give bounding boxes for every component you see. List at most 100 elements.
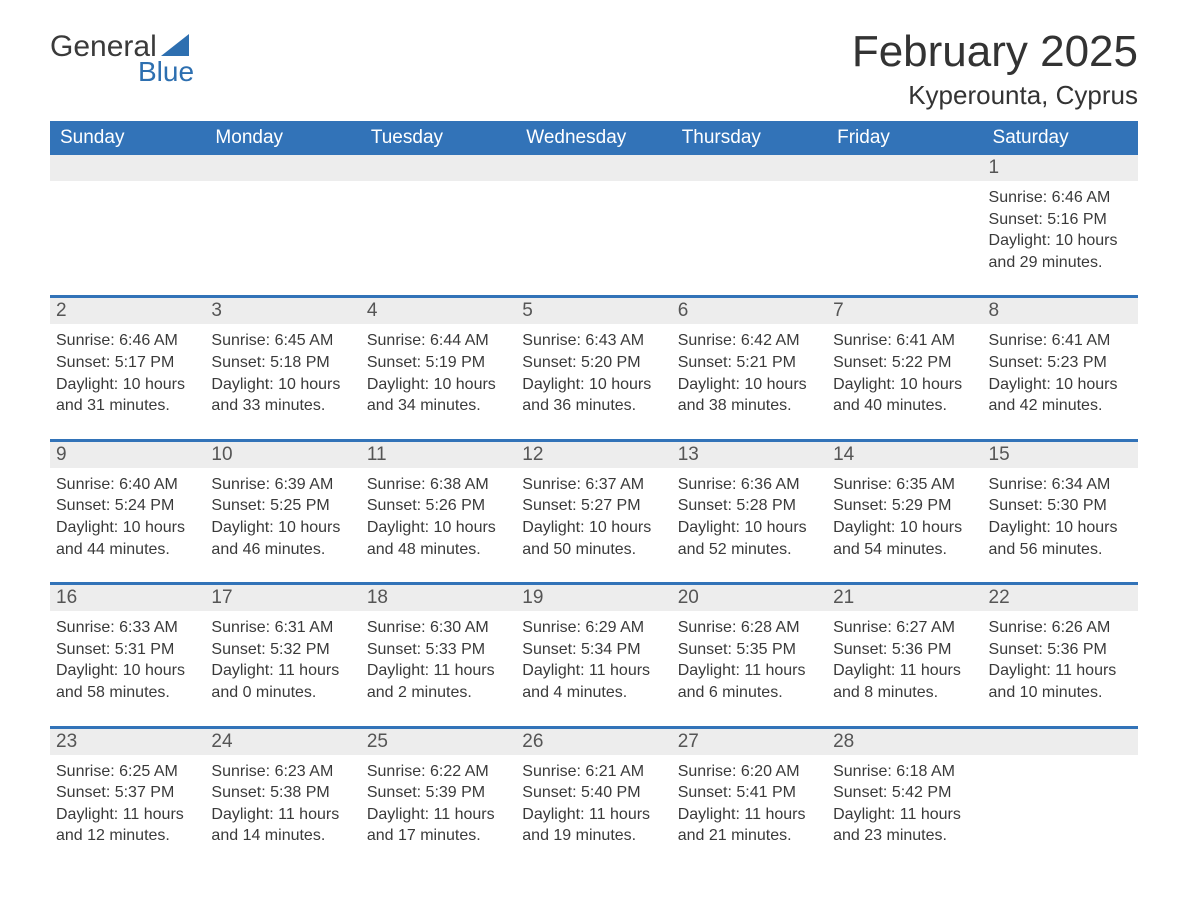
dow-cell: Wednesday: [516, 121, 671, 155]
day-detail: Sunrise: 6:20 AMSunset: 5:41 PMDaylight:…: [676, 761, 823, 847]
day-number: 24: [205, 729, 360, 755]
day-cell: 5Sunrise: 6:43 AMSunset: 5:20 PMDaylight…: [516, 298, 671, 428]
daylight-line: Daylight: 11 hours and 10 minutes.: [989, 660, 1132, 703]
sunrise-line: Sunrise: 6:22 AM: [367, 761, 510, 783]
day-cell: [827, 155, 982, 285]
day-number: 20: [672, 585, 827, 611]
day-detail: Sunrise: 6:40 AMSunset: 5:24 PMDaylight:…: [54, 474, 201, 560]
day-number: 12: [516, 442, 671, 468]
sunrise-line: Sunrise: 6:25 AM: [56, 761, 199, 783]
day-cell: 4Sunrise: 6:44 AMSunset: 5:19 PMDaylight…: [361, 298, 516, 428]
day-number: 1: [983, 155, 1138, 181]
daylight-line: Daylight: 11 hours and 6 minutes.: [678, 660, 821, 703]
day-detail: Sunrise: 6:38 AMSunset: 5:26 PMDaylight:…: [365, 474, 512, 560]
day-cell: 20Sunrise: 6:28 AMSunset: 5:35 PMDayligh…: [672, 585, 827, 715]
daylight-line: Daylight: 10 hours and 36 minutes.: [522, 374, 665, 417]
day-number: [827, 155, 982, 181]
day-detail: Sunrise: 6:35 AMSunset: 5:29 PMDaylight:…: [831, 474, 978, 560]
daylight-line: Daylight: 10 hours and 31 minutes.: [56, 374, 199, 417]
sunrise-line: Sunrise: 6:39 AM: [211, 474, 354, 496]
sunrise-line: Sunrise: 6:36 AM: [678, 474, 821, 496]
sunrise-line: Sunrise: 6:42 AM: [678, 330, 821, 352]
day-number: 23: [50, 729, 205, 755]
day-cell: 18Sunrise: 6:30 AMSunset: 5:33 PMDayligh…: [361, 585, 516, 715]
sunrise-line: Sunrise: 6:35 AM: [833, 474, 976, 496]
day-detail: Sunrise: 6:25 AMSunset: 5:37 PMDaylight:…: [54, 761, 201, 847]
day-cell: [983, 729, 1138, 859]
sunset-line: Sunset: 5:17 PM: [56, 352, 199, 374]
day-detail: Sunrise: 6:39 AMSunset: 5:25 PMDaylight:…: [209, 474, 356, 560]
day-cell: 21Sunrise: 6:27 AMSunset: 5:36 PMDayligh…: [827, 585, 982, 715]
day-number: 19: [516, 585, 671, 611]
day-detail: Sunrise: 6:26 AMSunset: 5:36 PMDaylight:…: [987, 617, 1134, 703]
day-cell: 6Sunrise: 6:42 AMSunset: 5:21 PMDaylight…: [672, 298, 827, 428]
day-detail: Sunrise: 6:21 AMSunset: 5:40 PMDaylight:…: [520, 761, 667, 847]
day-detail: Sunrise: 6:27 AMSunset: 5:36 PMDaylight:…: [831, 617, 978, 703]
daylight-line: Daylight: 10 hours and 33 minutes.: [211, 374, 354, 417]
day-detail: Sunrise: 6:41 AMSunset: 5:22 PMDaylight:…: [831, 330, 978, 416]
day-detail: Sunrise: 6:42 AMSunset: 5:21 PMDaylight:…: [676, 330, 823, 416]
sunset-line: Sunset: 5:38 PM: [211, 782, 354, 804]
day-number: 22: [983, 585, 1138, 611]
daylight-line: Daylight: 11 hours and 2 minutes.: [367, 660, 510, 703]
daylight-line: Daylight: 10 hours and 40 minutes.: [833, 374, 976, 417]
day-number: 18: [361, 585, 516, 611]
day-number: [361, 155, 516, 181]
day-cell: 11 Sunrise: 6:38 AMSunset: 5:26 PMDayligh…: [361, 442, 516, 572]
sunset-line: Sunset: 5:36 PM: [989, 639, 1132, 661]
day-detail: Sunrise: 6:46 AMSunset: 5:16 PMDaylight:…: [987, 187, 1134, 273]
daylight-line: Daylight: 11 hours and 0 minutes.: [211, 660, 354, 703]
day-number: 5: [516, 298, 671, 324]
day-cell: 2Sunrise: 6:46 AMSunset: 5:17 PMDaylight…: [50, 298, 205, 428]
sunrise-line: Sunrise: 6:29 AM: [522, 617, 665, 639]
day-number: 8: [983, 298, 1138, 324]
day-number: 11: [361, 442, 516, 468]
sunrise-line: Sunrise: 6:34 AM: [989, 474, 1132, 496]
week-row: 23 Sunrise: 6:25 AMSunset: 5:37 PMDayligh…: [50, 726, 1138, 859]
day-detail: Sunrise: 6:29 AMSunset: 5:34 PMDaylight:…: [520, 617, 667, 703]
sunrise-line: Sunrise: 6:38 AM: [367, 474, 510, 496]
day-cell: 28Sunrise: 6:18 AMSunset: 5:42 PMDayligh…: [827, 729, 982, 859]
sunset-line: Sunset: 5:28 PM: [678, 495, 821, 517]
sunrise-line: Sunrise: 6:40 AM: [56, 474, 199, 496]
day-detail: Sunrise: 6:23 AMSunset: 5:38 PMDaylight:…: [209, 761, 356, 847]
day-cell: 1 Sunrise: 6:46 AMSunset: 5:16 PMDaylight…: [983, 155, 1138, 285]
day-detail: Sunrise: 6:33 AMSunset: 5:31 PMDaylight:…: [54, 617, 201, 703]
header-row: General Blue February 2025 Kyperounta, C…: [50, 30, 1138, 111]
day-cell: 7 Sunrise: 6:41 AMSunset: 5:22 PMDaylight…: [827, 298, 982, 428]
sunset-line: Sunset: 5:29 PM: [833, 495, 976, 517]
sunrise-line: Sunrise: 6:23 AM: [211, 761, 354, 783]
dow-cell: Monday: [205, 121, 360, 155]
day-number: 4: [361, 298, 516, 324]
daylight-line: Daylight: 11 hours and 19 minutes.: [522, 804, 665, 847]
sunset-line: Sunset: 5:33 PM: [367, 639, 510, 661]
day-cell: [361, 155, 516, 285]
sunrise-line: Sunrise: 6:46 AM: [56, 330, 199, 352]
day-number: 27: [672, 729, 827, 755]
sunset-line: Sunset: 5:30 PM: [989, 495, 1132, 517]
day-number: 14: [827, 442, 982, 468]
daylight-line: Daylight: 10 hours and 38 minutes.: [678, 374, 821, 417]
sunset-line: Sunset: 5:26 PM: [367, 495, 510, 517]
sunrise-line: Sunrise: 6:31 AM: [211, 617, 354, 639]
dow-cell: Thursday: [672, 121, 827, 155]
dow-cell: Saturday: [983, 121, 1138, 155]
sunset-line: Sunset: 5:31 PM: [56, 639, 199, 661]
sunrise-line: Sunrise: 6:41 AM: [989, 330, 1132, 352]
sunset-line: Sunset: 5:23 PM: [989, 352, 1132, 374]
week-row: 1 Sunrise: 6:46 AMSunset: 5:16 PMDaylight…: [50, 155, 1138, 285]
page-title: February 2025: [852, 30, 1138, 74]
day-cell: 25Sunrise: 6:22 AMSunset: 5:39 PMDayligh…: [361, 729, 516, 859]
week-row: 16Sunrise: 6:33 AMSunset: 5:31 PMDayligh…: [50, 582, 1138, 715]
daylight-line: Daylight: 10 hours and 44 minutes.: [56, 517, 199, 560]
daylight-line: Daylight: 10 hours and 29 minutes.: [989, 230, 1132, 273]
sunrise-line: Sunrise: 6:37 AM: [522, 474, 665, 496]
sunrise-line: Sunrise: 6:26 AM: [989, 617, 1132, 639]
day-cell: 10Sunrise: 6:39 AMSunset: 5:25 PMDayligh…: [205, 442, 360, 572]
day-number: 25: [361, 729, 516, 755]
title-block: February 2025 Kyperounta, Cyprus: [852, 30, 1138, 111]
sunrise-line: Sunrise: 6:46 AM: [989, 187, 1132, 209]
day-cell: 14 Sunrise: 6:35 AMSunset: 5:29 PMDayligh…: [827, 442, 982, 572]
day-number: 15: [983, 442, 1138, 468]
day-number: 7: [827, 298, 982, 324]
